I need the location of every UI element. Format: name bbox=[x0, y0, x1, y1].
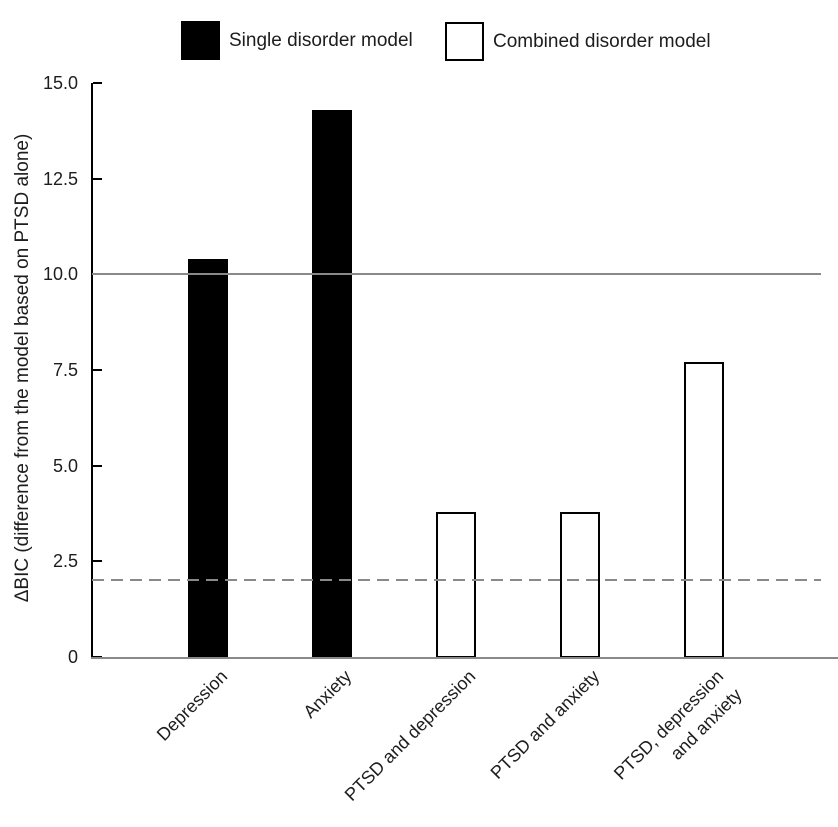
bar-anxiety bbox=[311, 109, 352, 658]
single-model-swatch-icon bbox=[181, 20, 220, 60]
x-category-label-depression: Depression bbox=[153, 666, 232, 745]
bar-depression bbox=[187, 259, 228, 658]
x-category-label-ptsd-and-anxiety: PTSD and anxiety bbox=[487, 666, 604, 783]
y-tick-label-0: 0 bbox=[67, 647, 78, 667]
y-tick-label-2-5: 2.5 bbox=[52, 551, 78, 572]
combined-model-swatch-icon bbox=[445, 21, 484, 61]
y-tick-mark-15-0 bbox=[93, 82, 102, 84]
y-tick-label-7-5: 7.5 bbox=[52, 360, 78, 380]
bar-ptsd-and-depression bbox=[435, 511, 476, 658]
legend-label-single: Single disorder model bbox=[229, 29, 413, 51]
y-axis-spine bbox=[91, 83, 93, 659]
reference-line-solid-10 bbox=[92, 273, 821, 276]
bar-ptsd-depression-and-anxiety bbox=[683, 362, 724, 658]
legend-label-combined: Combined disorder model bbox=[493, 30, 711, 52]
y-tick-mark-7-5 bbox=[93, 369, 102, 371]
reference-line-dashed-2 bbox=[92, 579, 821, 582]
y-tick-mark-2-5 bbox=[93, 560, 102, 563]
x-axis-line bbox=[91, 657, 838, 659]
y-tick-mark-5-0 bbox=[93, 464, 102, 467]
bar-ptsd-and-anxiety bbox=[559, 511, 600, 658]
y-tick-label-5-0: 5.0 bbox=[52, 455, 78, 476]
x-category-label-anxiety: Anxiety bbox=[299, 666, 356, 723]
y-tick-label-10-0: 10.0 bbox=[42, 264, 78, 285]
x-category-label-ptsd-and-depression: PTSD and depression bbox=[341, 666, 480, 805]
y-tick-label-15-0: 15.0 bbox=[42, 73, 78, 93]
legend-item-single-disorder-model: Single disorder model bbox=[181, 20, 413, 60]
y-tick-mark-12-5 bbox=[93, 177, 102, 180]
x-category-label-ptsd-depression-and-anxiety: PTSD, depression and anxiety bbox=[610, 666, 747, 784]
legend-item-combined-disorder-model: Combined disorder model bbox=[445, 21, 711, 61]
y-tick-label-12-5: 12.5 bbox=[42, 168, 78, 189]
